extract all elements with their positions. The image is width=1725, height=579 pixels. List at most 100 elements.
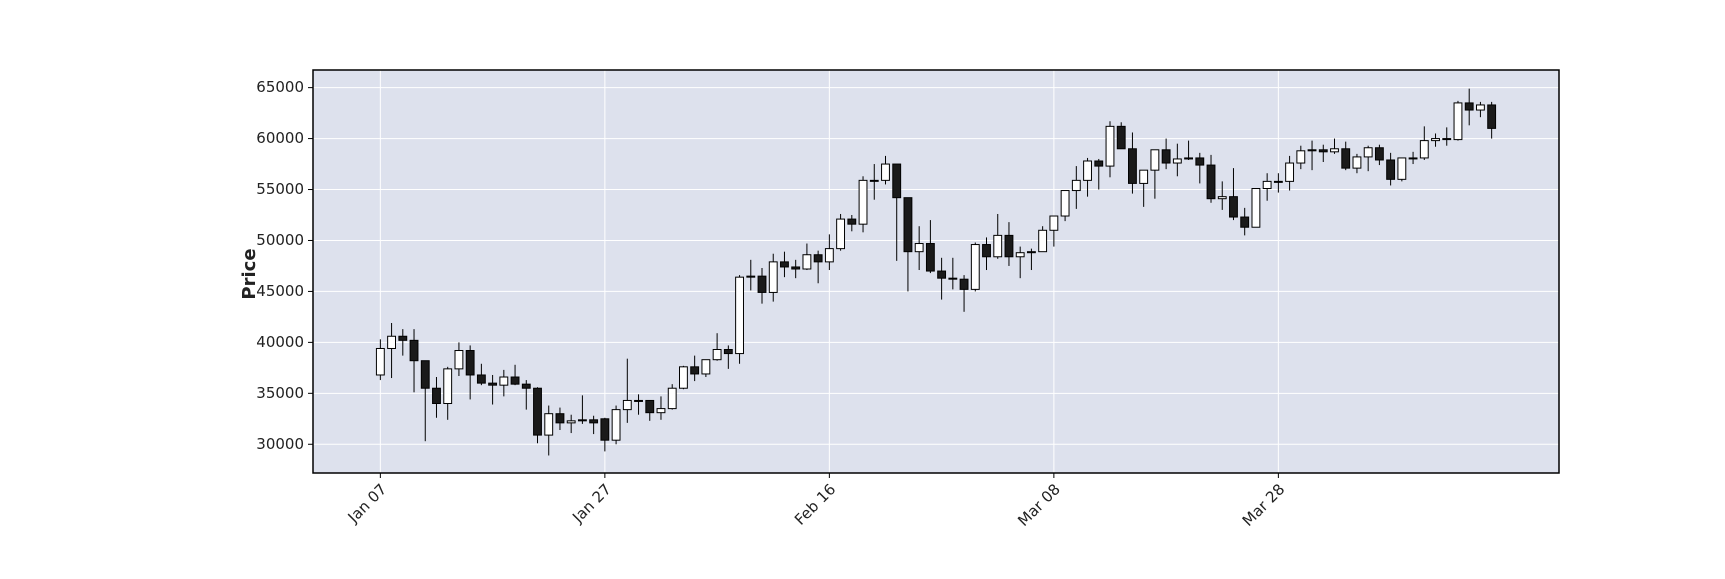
candle-body — [1049, 215, 1059, 231]
x-tick-label: Feb 16 — [791, 480, 839, 528]
candle-body — [1251, 188, 1261, 228]
candle-body — [521, 383, 531, 389]
candle-body — [757, 275, 767, 293]
candle-body — [1487, 104, 1497, 129]
candle-body — [1229, 196, 1238, 218]
candle-body — [1330, 148, 1339, 153]
y-tick-label: 30000 — [256, 435, 304, 453]
x-tick-label: Jan 27 — [568, 480, 615, 527]
candle-body — [1026, 251, 1036, 254]
candle-body — [375, 347, 385, 376]
candle-body — [510, 376, 520, 385]
candle-body — [925, 243, 935, 272]
x-tick-label: Jan 07 — [344, 480, 391, 527]
candle-body — [1195, 157, 1205, 166]
candle-body — [1296, 150, 1306, 164]
y-tick-label: 40000 — [256, 333, 304, 351]
candle-body — [914, 243, 924, 253]
candle-body — [780, 261, 789, 268]
candle-body — [791, 266, 801, 270]
y-tick-label: 45000 — [256, 282, 304, 300]
candle-body — [398, 335, 408, 341]
candle-body — [1262, 180, 1272, 190]
candle-body — [1150, 149, 1160, 171]
y-axis-label: Price — [239, 248, 260, 299]
candle-body — [1453, 102, 1463, 141]
y-tick-label: 50000 — [256, 231, 304, 249]
candle-body — [982, 244, 991, 258]
candle-body — [1071, 179, 1081, 192]
candle-body — [1184, 157, 1193, 160]
candle-body — [1419, 140, 1429, 159]
plot-frame — [312, 69, 1560, 474]
candle-body — [1408, 157, 1418, 160]
candle-body — [690, 366, 700, 375]
candle-body — [959, 278, 969, 290]
candle-body — [869, 179, 879, 182]
candle-body — [1442, 138, 1452, 141]
y-tick-label: 60000 — [256, 129, 304, 147]
candle-body — [679, 366, 688, 389]
y-tick-label: 35000 — [256, 384, 304, 402]
candle-body — [577, 419, 587, 422]
candle-body — [1116, 125, 1126, 150]
candle-body — [1386, 159, 1396, 180]
candle-body — [746, 275, 756, 278]
candle-body — [1273, 180, 1283, 183]
candle-body — [454, 350, 464, 370]
candle-body — [1307, 149, 1317, 152]
candle-body — [1015, 252, 1025, 258]
candle-body — [488, 382, 498, 386]
candle-body — [600, 418, 610, 441]
candle-body — [892, 163, 902, 199]
candle-body — [723, 349, 733, 355]
candle-body — [1038, 229, 1048, 253]
candle-body — [948, 277, 958, 280]
x-tick-label: Mar 28 — [1239, 480, 1289, 530]
candle-body — [1083, 160, 1092, 181]
candle-body — [499, 376, 509, 386]
candle-body — [768, 261, 778, 293]
candle-body — [1060, 190, 1070, 217]
candle-body — [1128, 148, 1137, 184]
candle-body — [667, 387, 677, 410]
candle-body — [802, 254, 812, 270]
candle-body — [881, 163, 890, 181]
candle-body — [555, 413, 565, 424]
candle-body — [420, 360, 430, 389]
candle-body — [824, 248, 834, 263]
candle-body — [1105, 125, 1115, 167]
candle-body — [634, 399, 643, 402]
candle-body — [645, 399, 655, 414]
candle-body — [544, 413, 554, 436]
candle-body — [1363, 147, 1373, 158]
candle-body — [1094, 160, 1104, 167]
candle-body — [1206, 164, 1216, 200]
candle-body — [970, 244, 980, 290]
candle-body — [1004, 234, 1014, 258]
candle-body — [1217, 196, 1227, 200]
candle-body — [858, 179, 868, 225]
candle-body — [409, 339, 419, 362]
x-tick-label: Mar 08 — [1014, 480, 1064, 530]
candle-body — [1352, 156, 1362, 169]
candle-body — [533, 387, 542, 436]
candle-body — [1318, 149, 1328, 153]
candle-body — [1172, 158, 1182, 164]
candle-body — [611, 409, 621, 441]
candle-body — [1285, 162, 1295, 182]
candle-body — [1475, 104, 1485, 111]
candle-body — [1240, 216, 1250, 228]
candle-body — [1374, 147, 1384, 161]
candle-body — [735, 276, 744, 355]
candle-body — [566, 420, 576, 424]
candle-body — [589, 419, 599, 424]
plot-background — [313, 70, 1559, 473]
y-tick-label: 65000 — [256, 78, 304, 96]
candle-body — [465, 350, 475, 376]
candle-body — [1341, 148, 1351, 169]
candle-body — [836, 218, 846, 250]
candle-body — [622, 399, 632, 411]
candle-body — [387, 335, 397, 349]
